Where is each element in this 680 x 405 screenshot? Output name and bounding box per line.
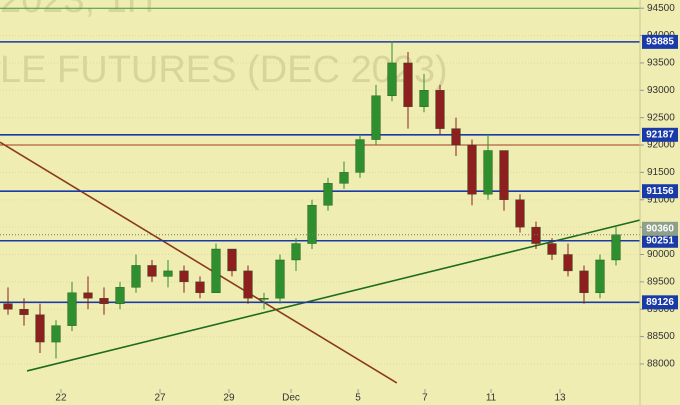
candle-body (563, 254, 573, 272)
x-tick-label: 7 (422, 393, 428, 404)
price-badge (642, 221, 678, 236)
candle-body (179, 270, 189, 283)
candle-body (211, 248, 221, 294)
x-tick-label: 27 (154, 393, 166, 404)
candle-body (147, 265, 157, 277)
candle-body (83, 292, 93, 299)
price-badge (642, 127, 678, 142)
x-tick-label: 29 (223, 393, 235, 404)
price-badge-label: 91156 (646, 186, 674, 197)
candle-body (547, 243, 557, 255)
candle-body (595, 259, 605, 294)
x-tick-label: 11 (486, 393, 497, 404)
candle-body (99, 298, 109, 304)
price-badge-label: 93885 (646, 37, 674, 48)
candle-body (579, 270, 589, 294)
y-tick-label: 88500 (647, 331, 675, 342)
candle-body (195, 281, 205, 294)
candle-body (51, 325, 61, 343)
candle-body (483, 150, 493, 195)
candle-body (435, 90, 445, 129)
candle-body (451, 128, 461, 146)
y-tick-label: 92000 (647, 140, 675, 151)
candle-body (499, 150, 509, 200)
price-badge (642, 34, 678, 49)
candle-body (163, 270, 173, 277)
price-badge-label: 90251 (646, 235, 674, 246)
candle-body (339, 172, 349, 184)
trendline (0, 141, 398, 384)
price-badge (642, 233, 678, 248)
x-tick-label: 5 (355, 393, 361, 404)
candle-body (355, 139, 365, 173)
y-tick-label: 89500 (647, 276, 675, 287)
candle-body (259, 298, 269, 300)
price-badge (642, 184, 678, 199)
candle-body (371, 95, 381, 140)
candle-body (131, 265, 141, 288)
price-badge-label: 90360 (646, 223, 674, 234)
price-badge-label: 92187 (646, 129, 674, 140)
candle-body (531, 226, 541, 244)
candle-body (35, 314, 45, 343)
candle-body (515, 199, 525, 228)
candle-body (275, 259, 285, 299)
y-tick-label: 94500 (647, 3, 675, 14)
candle-body (307, 205, 317, 244)
candle-body (323, 183, 333, 206)
price-badge (642, 295, 678, 310)
watermark: LE FUTURES (DEC 2023) (0, 49, 448, 91)
y-tick-label: 91500 (647, 167, 675, 178)
y-tick-label: 89000 (647, 304, 675, 315)
x-tick-label: 13 (554, 393, 566, 404)
candle-body (387, 62, 397, 96)
y-tick-label: 90000 (647, 249, 675, 260)
candle-body (611, 234, 621, 261)
candle-body (115, 287, 125, 304)
candle-body (67, 292, 77, 326)
y-tick-label: 92500 (647, 112, 675, 123)
y-tick-label: 93000 (647, 85, 675, 96)
candle-body (419, 90, 429, 107)
candle-body (291, 243, 301, 261)
candle-body (19, 309, 29, 315)
candle-body (227, 248, 237, 272)
candle-body (467, 144, 477, 195)
x-tick-label: 22 (55, 393, 67, 404)
candle-body (3, 303, 13, 310)
y-tick-label: 88000 (647, 359, 675, 370)
price-badge-label: 89126 (646, 297, 674, 308)
watermark: 2023, 1H (0, 0, 154, 21)
y-tick-label: 93500 (647, 58, 675, 69)
candle-body (403, 62, 413, 107)
x-tick-label: Dec (282, 393, 300, 404)
candle-body (243, 270, 253, 299)
trendline (26, 219, 640, 372)
y-tick-label: 91000 (647, 194, 675, 205)
